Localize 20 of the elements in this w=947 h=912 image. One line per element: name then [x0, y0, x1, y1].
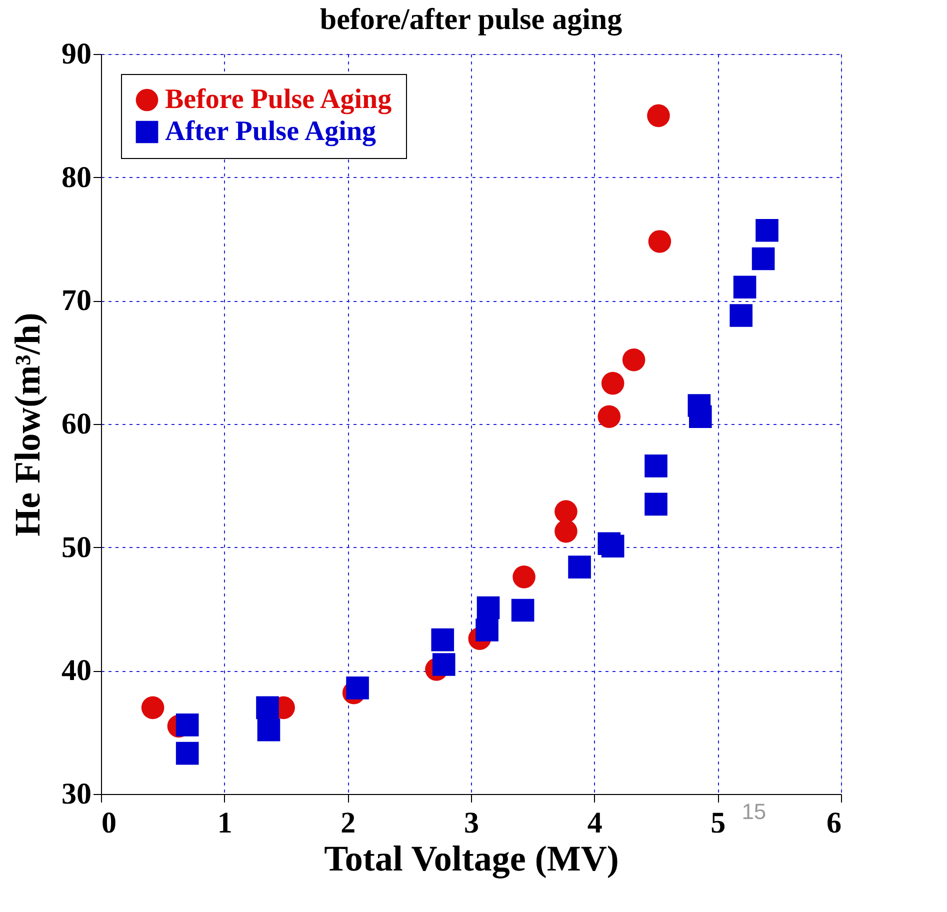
legend-label: Before Pulse Aging: [165, 84, 392, 115]
y-tick-label: 70: [62, 284, 92, 318]
x-axis-title: Total Voltage (MV): [324, 838, 619, 878]
y-tick-label: 30: [62, 778, 92, 810]
x-tick-label: 5: [710, 806, 726, 840]
x-tick-label: 2: [340, 806, 356, 840]
x-tick-label: 1: [217, 806, 232, 840]
y-tick-label: 60: [62, 408, 92, 440]
chart-title: before/after pulse aging: [320, 3, 622, 36]
y-tick-label: 80: [62, 160, 92, 194]
x-tick-label: 6: [826, 806, 842, 840]
y-tick-label: 90: [62, 38, 92, 70]
legend-label: After Pulse Aging: [165, 116, 376, 147]
x-tick-label: 4: [587, 806, 602, 840]
y-tick-label: 50: [62, 530, 92, 564]
x-tick-label: 0: [102, 806, 116, 840]
x-tick-label: 3: [464, 806, 479, 840]
y-axis-title: He Flow(m³/h): [8, 312, 48, 536]
text: 15: [742, 799, 766, 824]
y-tick-label: 40: [62, 654, 92, 688]
